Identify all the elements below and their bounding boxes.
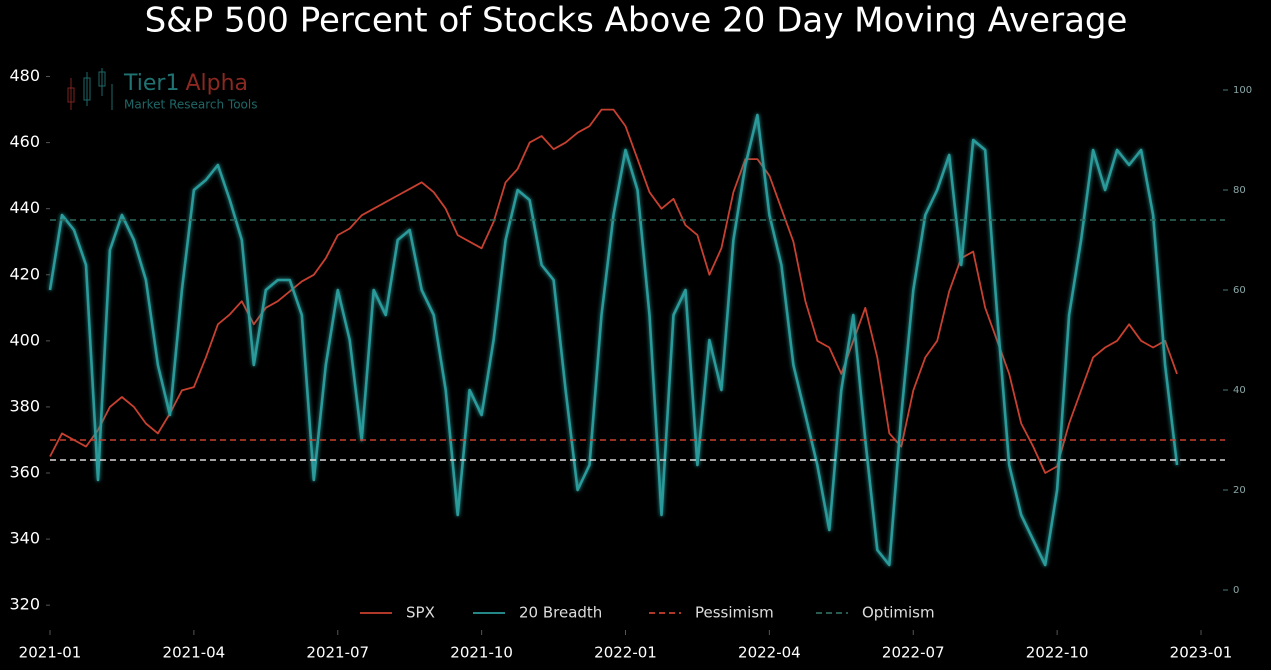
- y2-tick-label: 100: [1233, 85, 1252, 96]
- x-tick-label: 2022-10: [1026, 644, 1089, 662]
- brand-accent: Alpha: [185, 71, 248, 96]
- x-tick-label: 2022-07: [882, 644, 945, 662]
- y-tick-label: 460: [9, 132, 40, 151]
- y-tick-label: 380: [9, 396, 40, 415]
- logo-candle: [83, 77, 91, 101]
- x-tick-label: 2022-04: [738, 644, 801, 662]
- watermark-tagline: Market Research Tools: [124, 98, 257, 112]
- x-tick-label: 2021-07: [306, 644, 369, 662]
- logo-candle: [67, 87, 75, 103]
- y-tick-label: 440: [9, 198, 40, 217]
- y-tick-label: 320: [9, 595, 40, 614]
- watermark-brand: Tier1 Alpha: [123, 71, 248, 96]
- y2-tick-label: 0: [1233, 585, 1239, 596]
- y2-tick-label: 20: [1233, 485, 1246, 496]
- series-line: [49, 108, 1178, 474]
- x-tick-label: 2022-01: [594, 644, 657, 662]
- y2-tick-label: 60: [1233, 285, 1246, 296]
- legend: SPX 20 Breadth Pessimism Optimism: [360, 604, 935, 622]
- brand: Tier1: [123, 71, 179, 96]
- watermark: Tier1 Alpha Market Research Tools: [67, 68, 257, 112]
- y-tick-label: 340: [9, 529, 40, 548]
- x-tick-label: 2021-10: [450, 644, 513, 662]
- y-tick-label: 420: [9, 264, 40, 283]
- legend-label: Optimism: [862, 604, 935, 622]
- y-tick-label: 480: [9, 66, 40, 85]
- y-tick-label: 360: [9, 463, 40, 482]
- y-tick-label: 400: [9, 330, 40, 349]
- legend-label: Pessimism: [695, 604, 774, 622]
- chart-title: S&P 500 Percent of Stocks Above 20 Day M…: [145, 1, 1128, 41]
- y2-tick-label: 40: [1233, 385, 1246, 396]
- x-tick-label: 2021-01: [19, 644, 82, 662]
- logo-candle: [98, 71, 106, 87]
- legend-label: SPX: [406, 604, 435, 622]
- x-tick-label: 2021-04: [163, 644, 226, 662]
- series-line: [48, 113, 1179, 567]
- x-tick-label: 2023-01: [1170, 644, 1233, 662]
- y2-tick-label: 80: [1233, 185, 1246, 196]
- legend-label: 20 Breadth: [519, 604, 602, 622]
